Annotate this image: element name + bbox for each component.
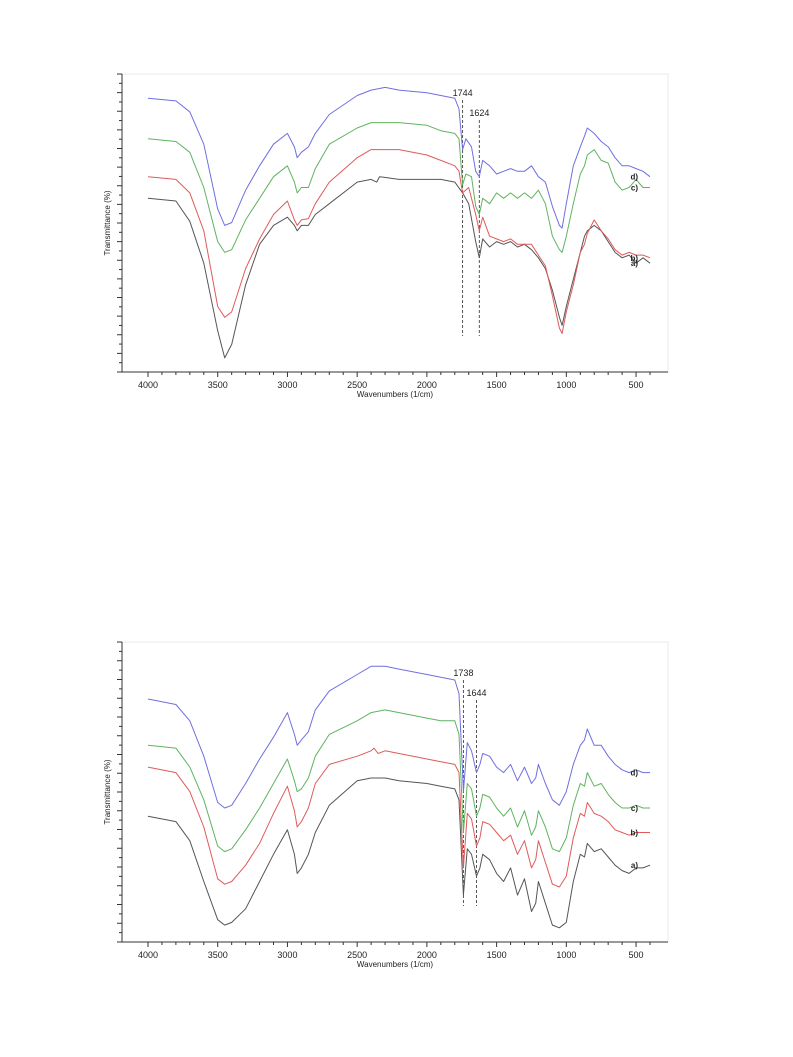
x-tick-label: 3000: [277, 380, 297, 390]
x-tick-label: 1000: [556, 380, 576, 390]
x-tick-label: 3500: [208, 950, 228, 960]
series-line: [147, 122, 650, 253]
series-label: d): [630, 769, 638, 778]
x-tick-label: 1500: [487, 950, 507, 960]
x-tick-label: 4000: [138, 950, 158, 960]
plot-frame: [121, 73, 669, 373]
series-label: b): [630, 828, 638, 837]
peak-marker-label: 1738: [453, 668, 473, 678]
ftir-chart-bottom: 4000 3500 3000 2500 2000 1500 1000 500 Wavenumbe…: [0, 580, 793, 1000]
x-axis-label: Wavenumbers (1/cm): [357, 960, 434, 969]
x-tick-label: 3500: [208, 380, 228, 390]
series-line: [147, 777, 651, 929]
x-tick-label: 3000: [277, 950, 297, 960]
peak-marker-label: 1624: [469, 108, 489, 118]
series-label: b): [630, 254, 638, 263]
y-axis-label: Transmittance (%): [103, 190, 112, 255]
plot-frame: [121, 641, 669, 943]
ftir-chart-top: 4000 3500 3000 2500 2000 1500 1000 500 Wavenumbe…: [0, 0, 793, 420]
x-tick-label: 500: [629, 380, 644, 390]
x-tick-label: 2500: [347, 380, 367, 390]
series-line: [147, 176, 651, 359]
ftir-plot-top: 4000 3500 3000 2500 2000 1500 1000 500 Wavenumbe…: [103, 73, 669, 399]
peak-marker-label: 1744: [453, 88, 473, 98]
series-label: c): [631, 804, 638, 813]
x-tick-label: 2000: [417, 950, 437, 960]
series-label: a): [631, 861, 638, 870]
x-axis-label: Wavenumbers (1/cm): [357, 390, 434, 399]
x-tick-label: 1000: [556, 950, 576, 960]
x-tick-label: 2000: [417, 380, 437, 390]
series-line: [147, 665, 650, 809]
x-tick-label: 500: [629, 950, 644, 960]
series-label: d): [630, 173, 638, 182]
x-tick-label: 2500: [347, 950, 367, 960]
series-line: [147, 86, 651, 229]
series-label: c): [631, 183, 638, 192]
peak-marker-label: 1644: [467, 688, 487, 698]
y-axis-label: Transmittance (%): [103, 759, 112, 824]
series-line: [147, 149, 651, 334]
x-tick-label: 1500: [487, 380, 507, 390]
x-tick-label: 4000: [138, 380, 158, 390]
series-line: [147, 747, 650, 888]
ftir-plot-bottom: 4000 3500 3000 2500 2000 1500 1000 500 Wavenumbe…: [103, 641, 669, 969]
series-line: [147, 709, 650, 853]
series-label: a): [631, 259, 638, 268]
